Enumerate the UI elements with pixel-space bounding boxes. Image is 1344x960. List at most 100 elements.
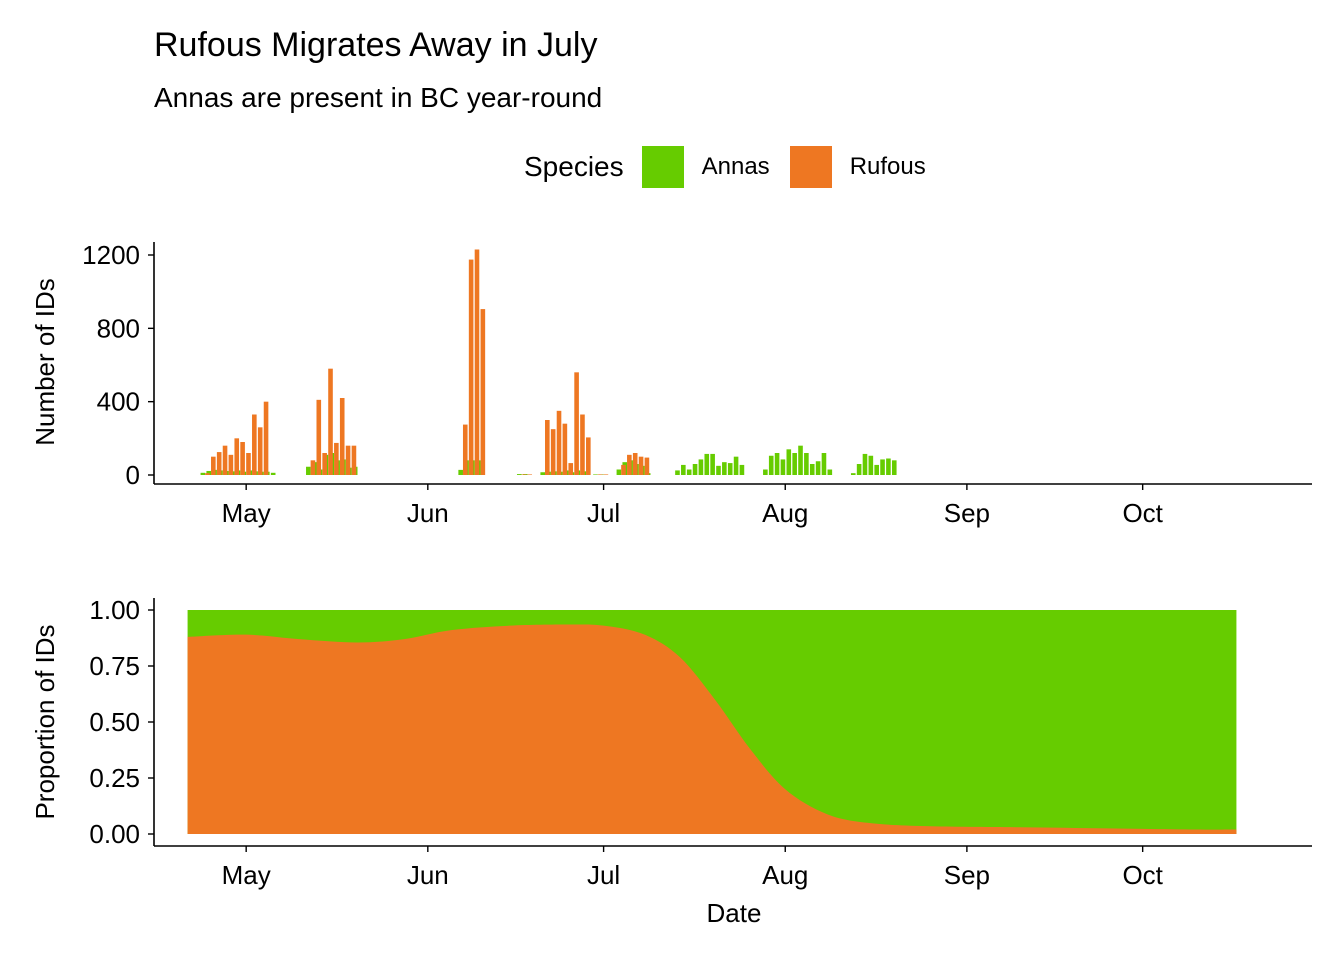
bar-rufous — [480, 309, 486, 475]
bar-rufous — [521, 474, 527, 475]
bar-rufous — [211, 456, 216, 475]
bar-annas — [593, 474, 598, 475]
bar-annas — [792, 453, 797, 475]
bar-annas — [850, 473, 856, 475]
bar-annas — [815, 461, 821, 475]
chart-subtitle: Annas are present in BC year-round — [154, 82, 603, 113]
bar-rufous — [328, 368, 333, 475]
bar-annas — [200, 472, 206, 475]
y-tick-label: 400 — [97, 387, 140, 417]
bar-annas — [809, 464, 815, 475]
bar-annas — [827, 469, 833, 475]
bar-rufous — [550, 429, 556, 475]
x-tick-label: Sep — [944, 498, 990, 528]
area-panel: 0.00 0.25 0.50 0.75 1.00 May Jun Jul Aug Sep Oct Pr… — [30, 595, 1312, 928]
x-tick-label: Jul — [587, 860, 620, 890]
bar-annas — [716, 465, 721, 475]
y-tick-label: 0.00 — [89, 819, 140, 849]
legend-key-rufous — [789, 146, 832, 188]
bar-annas — [704, 453, 710, 475]
y-axis-label: Number of IDs — [30, 278, 60, 446]
bar-rufous — [644, 457, 650, 475]
bar-rufous — [351, 445, 357, 475]
bar-annas — [880, 459, 885, 475]
bar-rufous — [603, 474, 609, 475]
bar-rufous — [562, 423, 568, 475]
x-tick-label: Jun — [407, 860, 449, 890]
bar-rufous — [263, 401, 269, 475]
bar-annas — [675, 470, 680, 475]
x-tick-label: Oct — [1122, 860, 1163, 890]
bar-annas — [616, 469, 622, 475]
bar-annas — [804, 453, 809, 475]
bar-annas — [306, 466, 311, 475]
bar-rufous — [240, 442, 245, 475]
bar-panel: 0 400 800 1200 May Jun Jul Aug Sep Oct Number of I… — [30, 240, 1312, 528]
bar-annas — [886, 458, 891, 475]
bar-annas — [821, 453, 827, 475]
legend-label-rufous: Rufous — [849, 153, 926, 180]
x-tick-label: Aug — [762, 860, 808, 890]
bar-rufous — [556, 410, 562, 475]
bar-annas — [733, 456, 739, 475]
y-tick-label: 0.25 — [89, 763, 140, 793]
x-tick-label: Jul — [587, 498, 620, 528]
bar-annas — [786, 449, 792, 475]
bar-annas — [891, 460, 897, 475]
x-tick-label: May — [222, 498, 271, 528]
bar-annas — [856, 464, 862, 475]
area-rufous — [187, 624, 1237, 834]
bar-rufous — [339, 398, 345, 475]
bar-annas — [768, 455, 774, 475]
bar-rufous — [252, 414, 257, 475]
bar-rufous — [527, 474, 533, 475]
bar-annas — [763, 469, 768, 475]
bar-annas — [681, 464, 686, 475]
bar-rufous — [627, 454, 632, 475]
bar-rufous — [580, 414, 585, 475]
bar-rufous — [621, 464, 626, 475]
bar-annas — [774, 453, 780, 475]
bar-rufous — [316, 399, 322, 475]
bar-annas — [780, 459, 786, 475]
bar-rufous — [310, 460, 316, 475]
bar-annas — [698, 459, 704, 475]
bar-annas — [868, 455, 874, 475]
x-tick-label: Aug — [762, 498, 808, 528]
bar-rufous — [632, 453, 638, 475]
bar-annas — [710, 453, 715, 475]
bar-rufous — [246, 453, 251, 475]
x-tick-label: Oct — [1122, 498, 1163, 528]
y-tick-label: 1200 — [82, 240, 140, 270]
legend-label-annas: Annas — [701, 153, 770, 180]
bar-rufous — [234, 438, 240, 475]
bar-rufous — [586, 437, 591, 475]
bar-rufous — [334, 442, 339, 475]
x-axis-label: Date — [707, 898, 762, 928]
bar-annas — [692, 464, 698, 475]
bar-rufous — [462, 424, 468, 475]
bar-rufous — [228, 454, 234, 475]
bar-rufous — [474, 249, 480, 475]
bar-annas — [739, 464, 745, 475]
bar-annas — [722, 462, 727, 475]
bar-rufous — [574, 372, 579, 475]
bar-annas — [874, 464, 879, 475]
bar-annas — [516, 474, 522, 475]
y-tick-label: 1.00 — [89, 595, 140, 625]
x-tick-label: Sep — [944, 860, 990, 890]
y-tick-label: 0 — [126, 460, 140, 490]
bar-rufous — [597, 474, 603, 475]
bar-rufous — [257, 427, 263, 475]
bar-annas — [727, 463, 733, 475]
legend: Species Annas Rufous — [524, 146, 946, 188]
bar-rufous — [545, 420, 550, 475]
bar-annas — [798, 445, 803, 475]
bar-rufous — [222, 445, 228, 475]
bar-annas — [206, 470, 212, 475]
legend-title: Species — [524, 151, 624, 182]
legend-key-annas — [641, 146, 684, 188]
bar-rufous — [216, 452, 222, 475]
x-tick-label: May — [222, 860, 271, 890]
